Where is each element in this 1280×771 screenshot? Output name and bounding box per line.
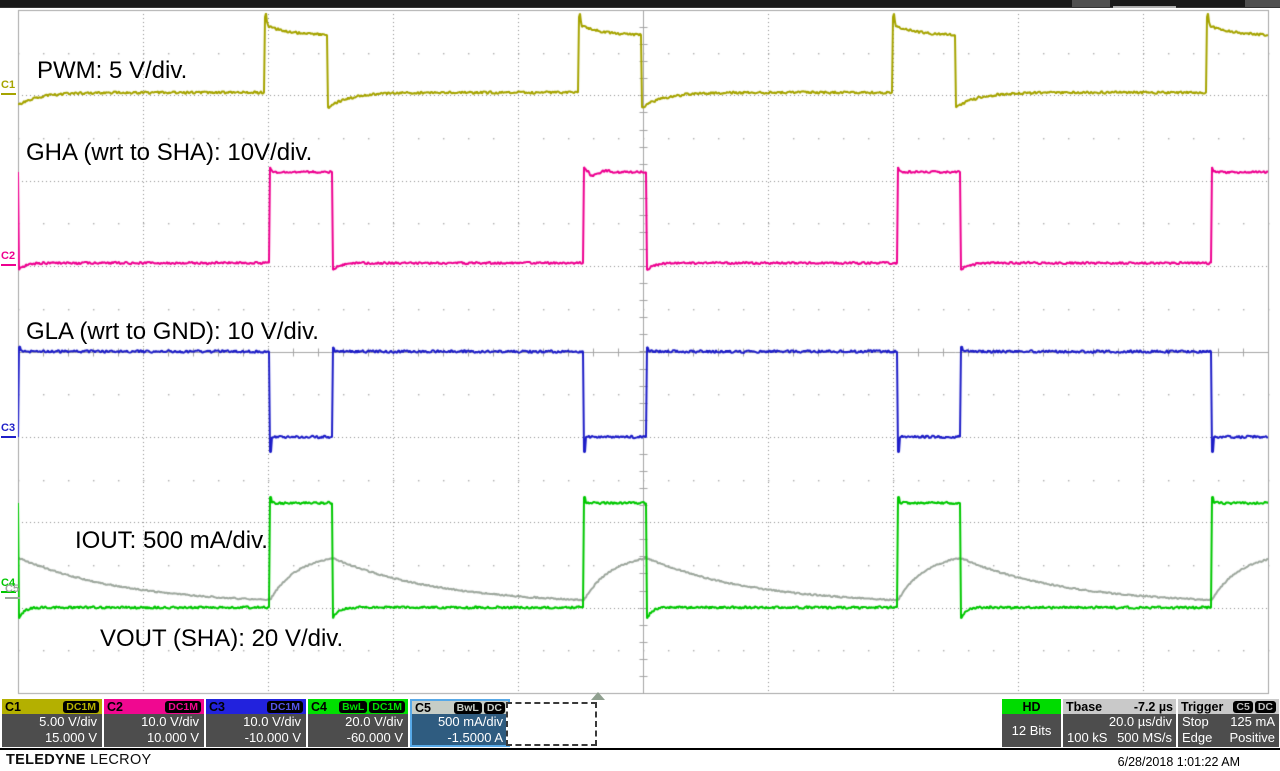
hd-label: HD — [1002, 699, 1061, 714]
coupling-badge-dc1m: DC1M — [165, 700, 201, 713]
tbase-delay: -7.2 µs — [1133, 699, 1173, 714]
channel-offset: -1.5000 A — [447, 730, 503, 745]
channel-scale: 10.0 V/div — [141, 714, 199, 729]
timebase-box[interactable]: Tbase -7.2 µs 20.0 µs/div 100 kS 500 MS/… — [1063, 699, 1176, 747]
channel-scale: 10.0 V/div — [243, 714, 301, 729]
trigger-position-marker[interactable] — [591, 692, 605, 700]
brand-lecroy: LECROY — [85, 752, 152, 768]
trigger-slope: Positive — [1229, 730, 1275, 745]
hd-mode-box[interactable]: HD 12 Bits — [1002, 699, 1061, 747]
channel-offset: 15.000 V — [44, 730, 97, 745]
channel-id-c2: C2 — [107, 699, 123, 714]
trigger-level: 125 mA — [1230, 714, 1275, 729]
trigger-state: Stop — [1182, 714, 1209, 729]
channel-marker-c3[interactable]: C3 — [1, 423, 16, 438]
timestamp: 6/28/2018 1:01:22 AM — [1117, 755, 1240, 769]
channel-id-c5: C5 — [415, 700, 431, 715]
coupling-badge-dc1m: DC1M — [267, 700, 303, 713]
trace-label-3: IOUT: 500 mA/div. — [75, 527, 268, 554]
trigger-coupling-badge: DC — [1254, 700, 1276, 713]
channel-offset: 10.000 V — [146, 730, 199, 745]
channel-id-c4: C4 — [311, 699, 327, 714]
trace-label-4: VOUT (SHA): 20 V/div. — [100, 625, 344, 652]
channel-box-c4[interactable]: C4 BwL DC1M 20.0 V/div -60.000 V — [308, 699, 408, 747]
empty-channel-slot[interactable] — [506, 702, 597, 746]
trigger-title: Trigger — [1181, 699, 1224, 714]
channel-box-c1[interactable]: C1 DC1M 5.00 V/div 15.000 V — [2, 699, 102, 747]
coupling-badge-dc1m: DC1M — [369, 700, 405, 713]
trace-label-1: GHA (wrt to SHA): 10V/div. — [26, 139, 313, 166]
channel-box-c3[interactable]: C3 DC1M 10.0 V/div -10.000 V — [206, 699, 306, 747]
tbase-title: Tbase — [1066, 699, 1103, 714]
brand-teledyne: TELEDYNE — [6, 752, 86, 768]
coupling-badge-bwl: BwL — [453, 701, 482, 714]
tbase-scale: 20.0 µs/div — [1108, 714, 1172, 729]
channel-box-c5[interactable]: C5 BwL DC 500 mA/div -1.5000 A — [410, 699, 510, 747]
trace-label-2: GLA (wrt to GND): 10 V/div. — [26, 318, 319, 345]
channel-scale: 500 mA/div — [437, 714, 503, 729]
channel-marker-c5[interactable]: C5 — [5, 584, 20, 599]
tbase-samples: 100 kS — [1067, 730, 1108, 745]
footer-divider — [0, 748, 1280, 750]
channel-scale: 20.0 V/div — [345, 714, 403, 729]
channel-offset: -10.000 V — [244, 730, 301, 745]
coupling-badge-bwl: BwL — [339, 700, 368, 713]
trigger-box[interactable]: Trigger C5 DC Stop 125 mA Edge Positive — [1178, 699, 1279, 747]
channel-marker-c2[interactable]: C2 — [1, 251, 16, 266]
trigger-type: Edge — [1182, 730, 1213, 745]
coupling-badge-dc1m: DC1M — [63, 700, 99, 713]
channel-marker-c4[interactable]: C4 — [1, 578, 16, 593]
channel-id-c3: C3 — [209, 699, 225, 714]
brand-logo: TELEDYNE LECROY — [6, 752, 152, 768]
channel-box-c2[interactable]: C2 DC1M 10.0 V/div 10.000 V — [104, 699, 204, 747]
tbase-rate: 500 MS/s — [1117, 730, 1172, 745]
channel-scale: 5.00 V/div — [39, 714, 97, 729]
coupling-badge-dc: DC — [483, 701, 505, 714]
channel-offset: -60.000 V — [346, 730, 403, 745]
trigger-source-badge: C5 — [1233, 700, 1253, 713]
trace-label-0: PWM: 5 V/div. — [37, 57, 188, 84]
channel-id-c1: C1 — [5, 699, 21, 714]
hd-bits: 12 Bits — [1002, 714, 1061, 747]
channel-marker-c1[interactable]: C1 — [1, 80, 16, 95]
